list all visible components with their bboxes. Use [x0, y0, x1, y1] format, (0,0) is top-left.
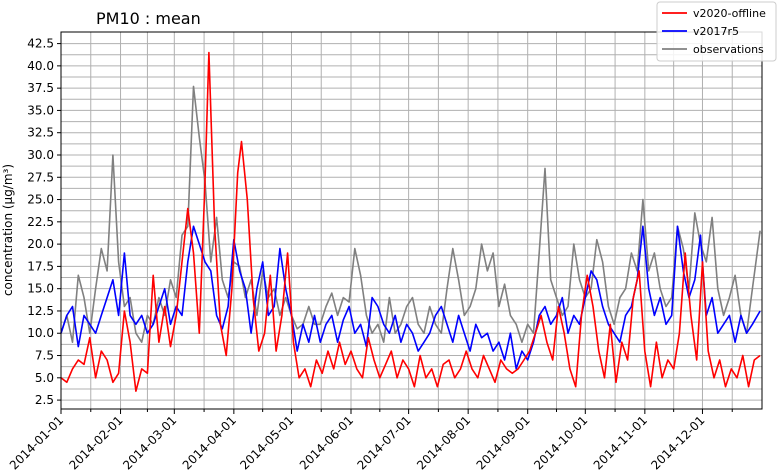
y-tick-label: 12.5: [27, 304, 54, 318]
y-tick-label: 2.5: [35, 393, 54, 407]
y-tick-label: 15.0: [27, 282, 54, 296]
x-tick-label: 2014-05-01: [237, 413, 296, 472]
series-line-v2020-offline: [60, 51, 761, 393]
legend-label-v2017r5: v2017r5: [693, 25, 739, 38]
y-tick-label: 30.0: [27, 148, 54, 162]
y-tick-label: 20.0: [27, 237, 54, 251]
y-tick-label: 7.5: [35, 349, 54, 363]
series-layer: [60, 51, 761, 393]
plot-frame: [60, 31, 763, 410]
series-line-observations: [60, 85, 761, 344]
y-tick-label: 40.0: [27, 59, 54, 73]
legend-label-observations: observations: [693, 43, 764, 56]
chart-title: PM10 : mean: [96, 9, 201, 28]
y-tick-label: 27.5: [27, 170, 54, 184]
x-tick-label: 2014-10-01: [531, 413, 590, 472]
y-axis-label: concentration (µg/m³): [1, 164, 15, 296]
x-tick-label: 2014-03-01: [120, 413, 179, 472]
y-tick-label: 17.5: [27, 259, 54, 273]
x-tick-label: 2014-06-01: [297, 413, 356, 472]
y-axis: 2.5 5.0 7.5 10.0 12.5 15.0 17.5 20.0 22.5 25.0 27.…: [27, 37, 61, 407]
grid-layer: [60, 32, 762, 409]
legend-box: [656, 1, 777, 62]
x-tick-label: 2014-08-01: [414, 413, 473, 472]
y-tick-label: 25.0: [27, 193, 54, 207]
y-tick-label: 5.0: [35, 371, 54, 385]
legend-label-v2020-offline: v2020-offline: [693, 7, 766, 20]
x-tick-label: 2014-12-01: [648, 413, 707, 472]
x-tick-label: 2014-02-01: [66, 413, 125, 472]
x-tick-label: 2014-11-01: [591, 413, 650, 472]
x-tick-label: 2014-01-01: [7, 413, 66, 472]
y-tick-label: 35.0: [27, 103, 54, 117]
x-tick-label: 2014-07-01: [355, 413, 414, 472]
x-tick-label: 2014-04-01: [180, 413, 239, 472]
y-tick-label: 10.0: [27, 326, 54, 340]
x-tick-label: 2014-09-01: [474, 413, 533, 472]
y-tick-label: 42.5: [27, 37, 54, 51]
legend: v2020-offline v2017r5 observations: [656, 1, 777, 62]
y-tick-label: 22.5: [27, 215, 54, 229]
y-tick-label: 37.5: [27, 81, 54, 95]
y-tick-label: 32.5: [27, 126, 54, 140]
